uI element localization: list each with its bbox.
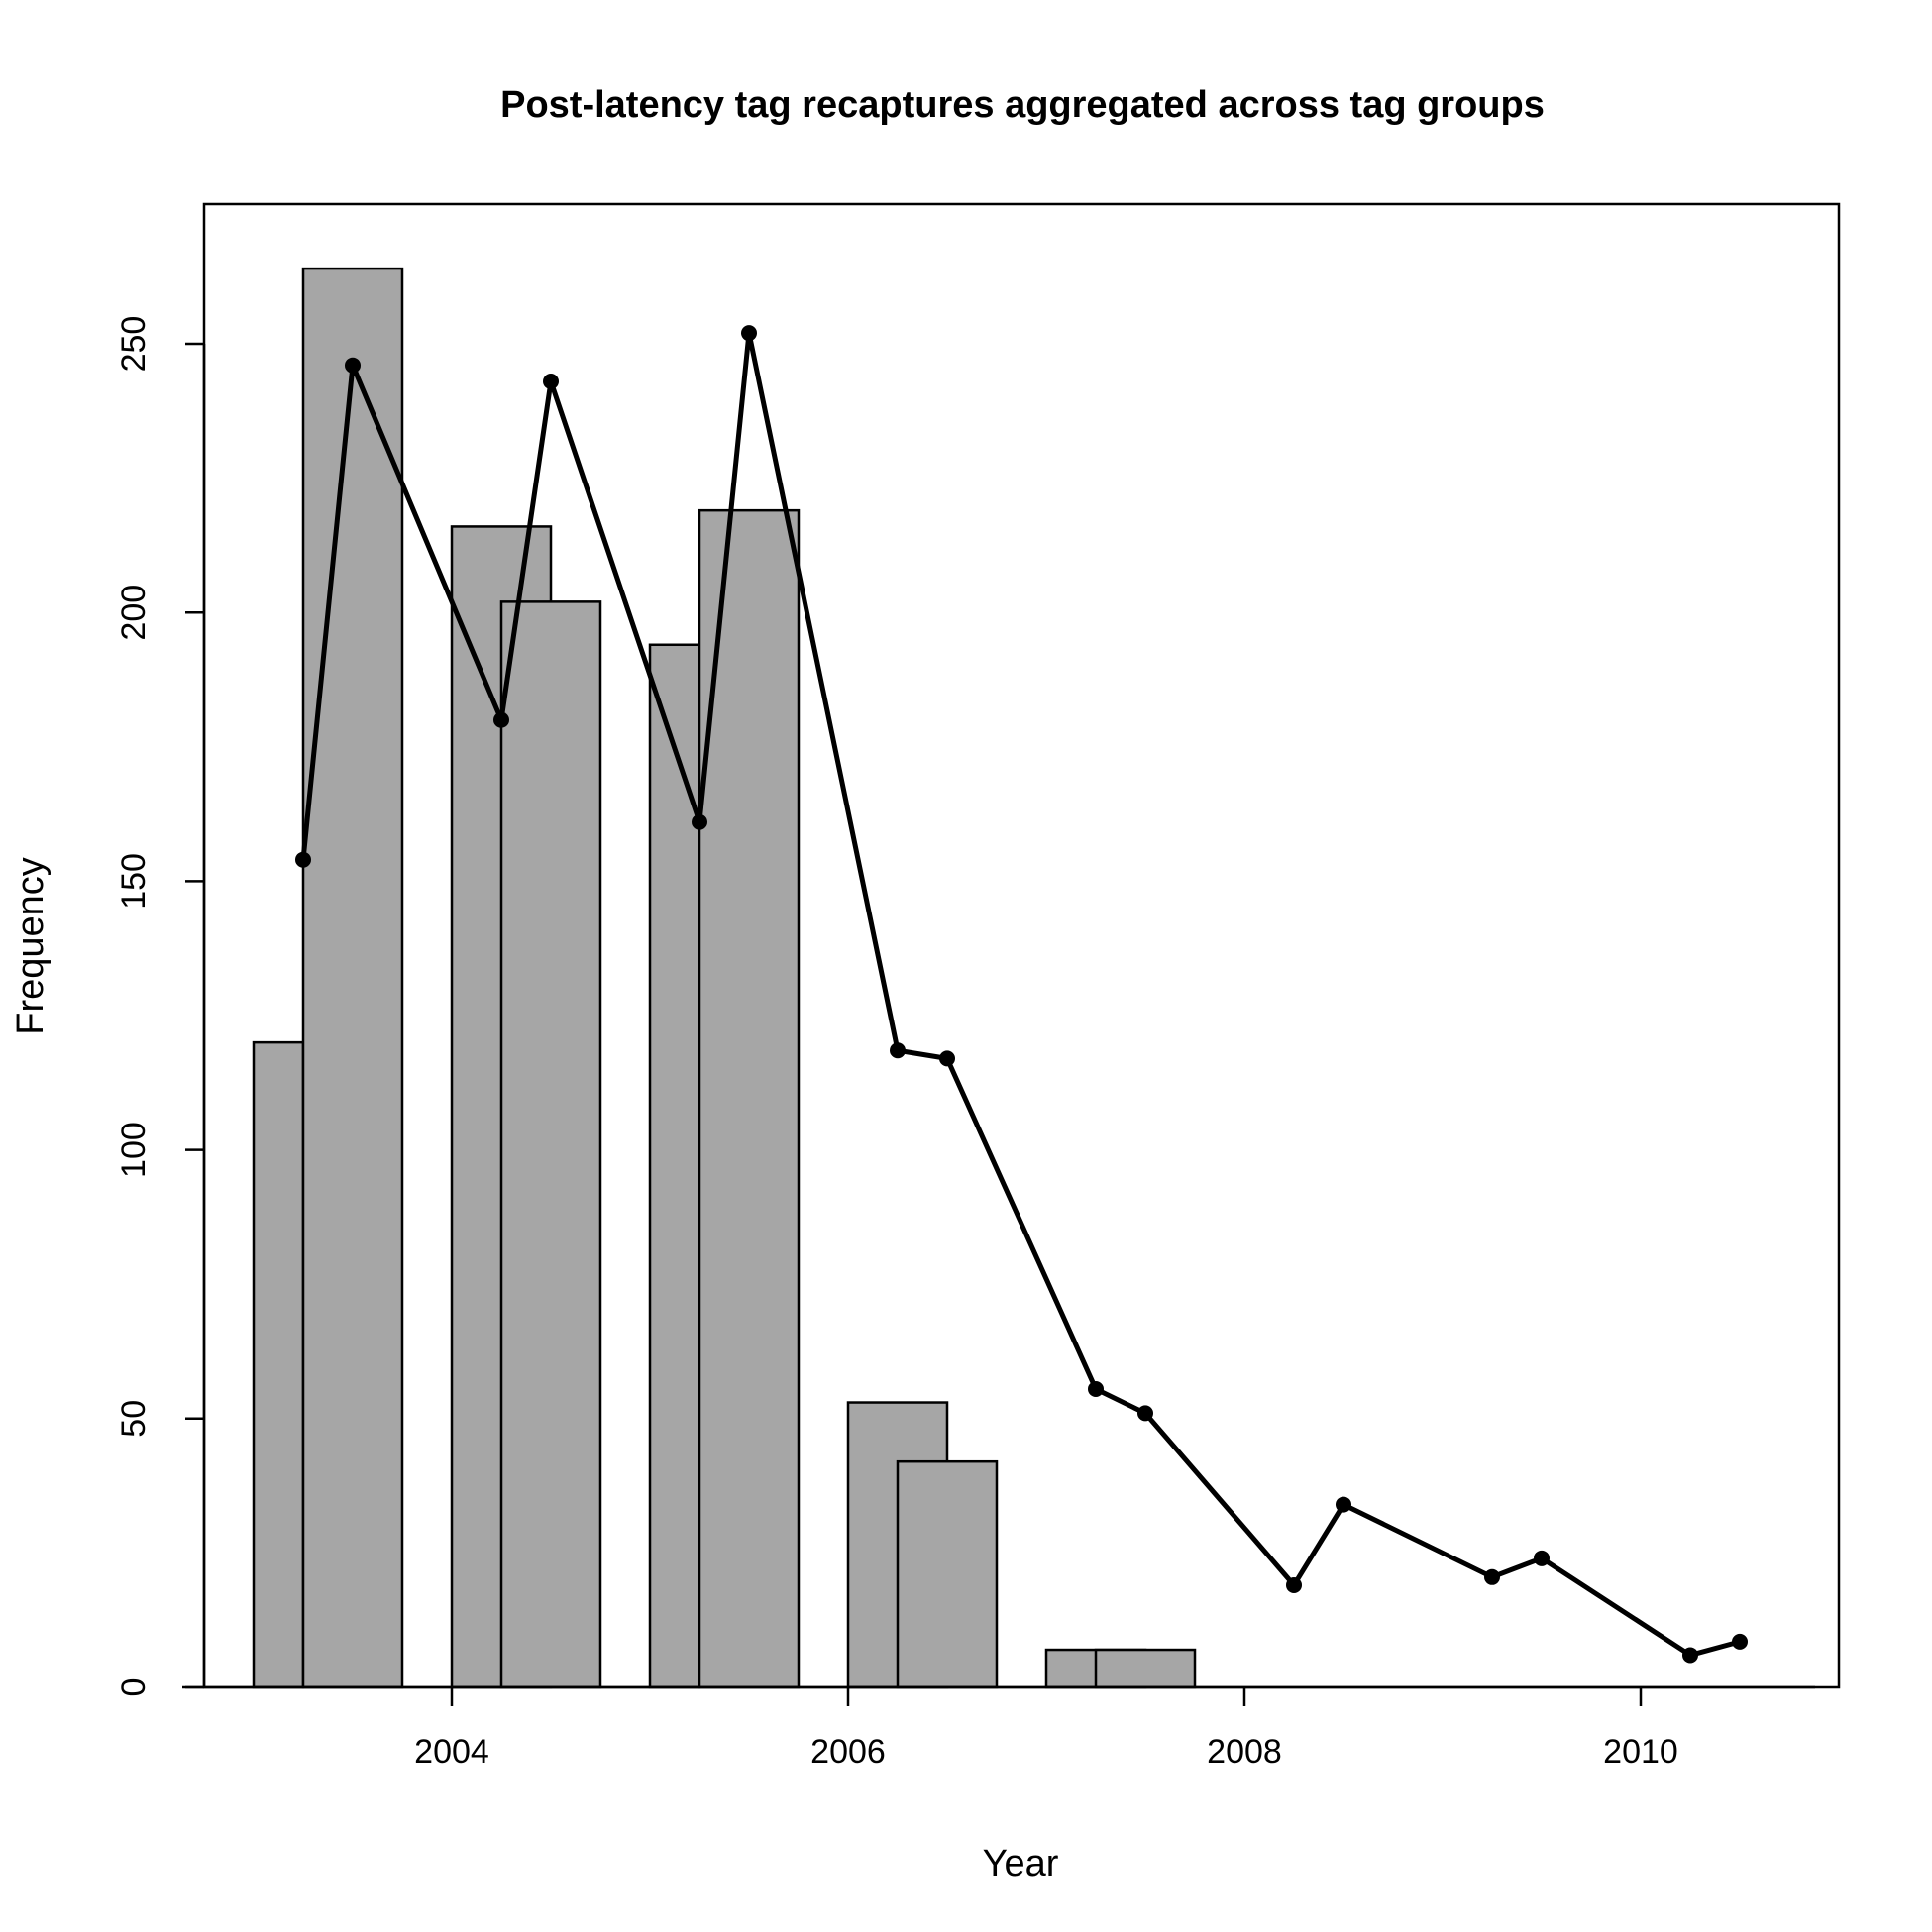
bars-layer: [252, 267, 1197, 1689]
line-layer: [295, 325, 1748, 1664]
x-axis: 2004 2006 2008 2010: [182, 1685, 1815, 1771]
x-tick-label-3: 2010: [1603, 1733, 1678, 1771]
data-point-15: [1732, 1633, 1748, 1650]
data-point-8: [1088, 1380, 1104, 1397]
y-axis-label: Frequency: [10, 857, 52, 1035]
data-point-11: [1336, 1496, 1351, 1513]
data-point-2: [493, 711, 509, 728]
y-tick-label-3: 150: [115, 853, 153, 910]
data-point-1: [345, 357, 361, 374]
x-axis-label: Year: [983, 1843, 1059, 1884]
bar-9: [1094, 1648, 1197, 1689]
data-point-14: [1682, 1647, 1698, 1664]
plot-frame: [202, 202, 1841, 1689]
data-point-6: [890, 1042, 906, 1059]
chart-title: Post-latency tag recaptures aggregated a…: [500, 84, 1545, 126]
data-point-7: [939, 1050, 955, 1067]
data-point-3: [543, 373, 559, 389]
y-tick-label-0: 0: [115, 1678, 153, 1697]
bar-4: [648, 643, 701, 1689]
x-tick-label-2: 2008: [1207, 1733, 1282, 1771]
bar-5: [698, 508, 801, 1689]
bar-0: [252, 1040, 305, 1689]
y-tick-label-4: 200: [115, 585, 153, 641]
bar-7: [896, 1459, 999, 1689]
bar-3: [499, 600, 602, 1689]
data-point-12: [1484, 1568, 1500, 1585]
y-tick-label-2: 100: [115, 1122, 153, 1178]
bar-1: [301, 267, 404, 1689]
y-axis: 0 50 100 150 200 250: [115, 316, 206, 1697]
data-point-13: [1534, 1550, 1550, 1566]
data-point-4: [692, 813, 707, 830]
y-tick-label-1: 50: [115, 1400, 153, 1438]
x-tick-label-0: 2004: [414, 1733, 489, 1771]
data-point-0: [295, 851, 311, 868]
y-tick-label-5: 250: [115, 316, 153, 373]
data-point-9: [1137, 1405, 1153, 1422]
data-point-10: [1286, 1576, 1302, 1593]
x-tick-label-1: 2006: [810, 1733, 886, 1771]
series-line-0: [300, 330, 1741, 1658]
data-point-5: [741, 325, 757, 342]
